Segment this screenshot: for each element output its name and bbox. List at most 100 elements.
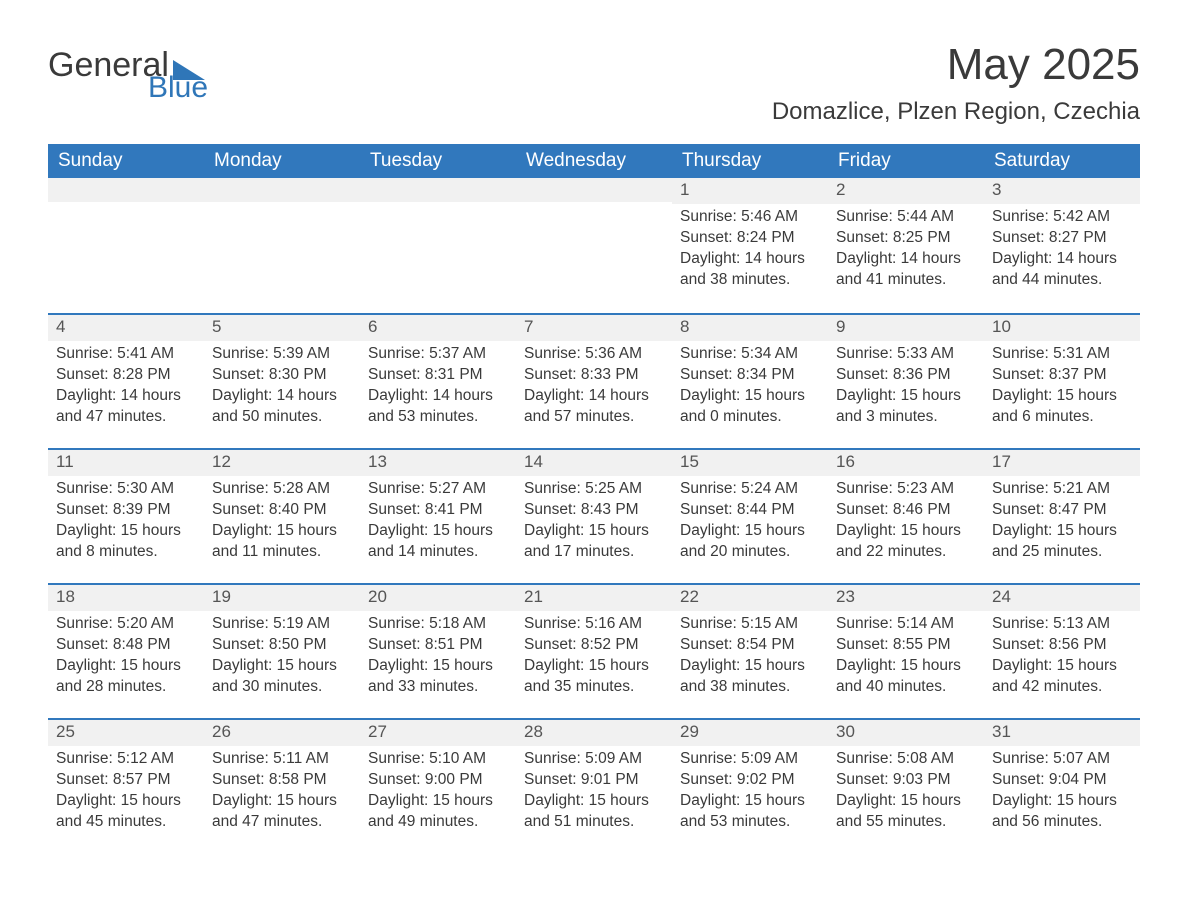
sunrise-line: Sunrise: 5:09 AM (680, 749, 820, 770)
daylight-line: Daylight: 15 hours and 47 minutes. (212, 791, 352, 833)
calendar-cell: 18Sunrise: 5:20 AMSunset: 8:48 PMDayligh… (48, 583, 204, 718)
sunset-line: Sunset: 8:43 PM (524, 500, 664, 521)
day-number: 2 (828, 178, 984, 204)
sunset-line: Sunset: 8:30 PM (212, 365, 352, 386)
sunrise-line: Sunrise: 5:14 AM (836, 614, 976, 635)
day-cell: 2Sunrise: 5:44 AMSunset: 8:25 PMDaylight… (828, 178, 984, 297)
day-body: Sunrise: 5:15 AMSunset: 8:54 PMDaylight:… (672, 613, 828, 698)
sunrise-line: Sunrise: 5:09 AM (524, 749, 664, 770)
daylight-line: Daylight: 15 hours and 40 minutes. (836, 656, 976, 698)
day-cell: 30Sunrise: 5:08 AMSunset: 9:03 PMDayligh… (828, 718, 984, 839)
day-cell: 13Sunrise: 5:27 AMSunset: 8:41 PMDayligh… (360, 448, 516, 569)
sunset-line: Sunset: 8:51 PM (368, 635, 508, 656)
sunrise-line: Sunrise: 5:11 AM (212, 749, 352, 770)
day-cell: 8Sunrise: 5:34 AMSunset: 8:34 PMDaylight… (672, 313, 828, 434)
day-number: 19 (204, 583, 360, 611)
calendar-week-row: 11Sunrise: 5:30 AMSunset: 8:39 PMDayligh… (48, 448, 1140, 583)
calendar-cell (48, 178, 204, 313)
daylight-line: Daylight: 15 hours and 55 minutes. (836, 791, 976, 833)
sunrise-line: Sunrise: 5:44 AM (836, 207, 976, 228)
day-number: 18 (48, 583, 204, 611)
day-number: 28 (516, 718, 672, 746)
sunrise-line: Sunrise: 5:15 AM (680, 614, 820, 635)
day-cell: 1Sunrise: 5:46 AMSunset: 8:24 PMDaylight… (672, 178, 828, 297)
day-cell: 18Sunrise: 5:20 AMSunset: 8:48 PMDayligh… (48, 583, 204, 704)
day-body: Sunrise: 5:10 AMSunset: 9:00 PMDaylight:… (360, 748, 516, 833)
daylight-line: Daylight: 15 hours and 38 minutes. (680, 656, 820, 698)
daylight-line: Daylight: 15 hours and 22 minutes. (836, 521, 976, 563)
day-body: Sunrise: 5:18 AMSunset: 8:51 PMDaylight:… (360, 613, 516, 698)
day-cell: 23Sunrise: 5:14 AMSunset: 8:55 PMDayligh… (828, 583, 984, 704)
day-header: Tuesday (360, 144, 516, 178)
day-header: Monday (204, 144, 360, 178)
calendar-cell: 9Sunrise: 5:33 AMSunset: 8:36 PMDaylight… (828, 313, 984, 448)
day-body: Sunrise: 5:07 AMSunset: 9:04 PMDaylight:… (984, 748, 1140, 833)
calendar-cell: 3Sunrise: 5:42 AMSunset: 8:27 PMDaylight… (984, 178, 1140, 313)
day-body: Sunrise: 5:25 AMSunset: 8:43 PMDaylight:… (516, 478, 672, 563)
daylight-line: Daylight: 15 hours and 56 minutes. (992, 791, 1132, 833)
sunrise-line: Sunrise: 5:10 AM (368, 749, 508, 770)
calendar-cell (204, 178, 360, 313)
day-number-row-empty (516, 178, 672, 202)
sunrise-line: Sunrise: 5:37 AM (368, 344, 508, 365)
calendar-cell: 26 Sunrise: 5:11 AMSunset: 8:58 PMDayligh… (204, 718, 360, 853)
page-title: May 2025 (772, 40, 1140, 90)
daylight-line: Daylight: 15 hours and 6 minutes. (992, 386, 1132, 428)
sunset-line: Sunset: 8:41 PM (368, 500, 508, 521)
daylight-line: Daylight: 15 hours and 51 minutes. (524, 791, 664, 833)
day-cell: 29Sunrise: 5:09 AMSunset: 9:02 PMDayligh… (672, 718, 828, 839)
day-cell: 28Sunrise: 5:09 AMSunset: 9:01 PMDayligh… (516, 718, 672, 839)
day-cell: 16 Sunrise: 5:23 AMSunset: 8:46 PMDayligh… (828, 448, 984, 569)
day-number: 25 (48, 718, 204, 746)
daylight-line: Daylight: 14 hours and 44 minutes. (992, 249, 1132, 291)
daylight-line: Daylight: 15 hours and 17 minutes. (524, 521, 664, 563)
day-number: 4 (48, 313, 204, 341)
daylight-line: Daylight: 14 hours and 47 minutes. (56, 386, 196, 428)
page-subtitle: Domazlice, Plzen Region, Czechia (772, 98, 1140, 126)
brand-logo: General Blue (48, 48, 208, 100)
day-number: 17 (984, 448, 1140, 476)
sunset-line: Sunset: 8:50 PM (212, 635, 352, 656)
sunrise-line: Sunrise: 5:24 AM (680, 479, 820, 500)
day-body: Sunrise: 5:44 AMSunset: 8:25 PMDaylight:… (828, 206, 984, 291)
day-body: Sunrise: 5:09 AMSunset: 9:01 PMDaylight:… (516, 748, 672, 833)
calendar-cell: 19Sunrise: 5:19 AMSunset: 8:50 PMDayligh… (204, 583, 360, 718)
calendar-cell: 2Sunrise: 5:44 AMSunset: 8:25 PMDaylight… (828, 178, 984, 313)
calendar-cell: 28Sunrise: 5:09 AMSunset: 9:01 PMDayligh… (516, 718, 672, 853)
day-cell: 20Sunrise: 5:18 AMSunset: 8:51 PMDayligh… (360, 583, 516, 704)
day-number: 27 (360, 718, 516, 746)
sunset-line: Sunset: 9:01 PM (524, 770, 664, 791)
sunrise-line: Sunrise: 5:41 AM (56, 344, 196, 365)
sunset-line: Sunset: 8:40 PM (212, 500, 352, 521)
day-number: 16 (828, 448, 984, 476)
day-number: 26 (204, 718, 360, 746)
day-cell: 26 Sunrise: 5:11 AMSunset: 8:58 PMDayligh… (204, 718, 360, 839)
day-cell: 24Sunrise: 5:13 AMSunset: 8:56 PMDayligh… (984, 583, 1140, 704)
day-number: 20 (360, 583, 516, 611)
calendar-cell: 10Sunrise: 5:31 AMSunset: 8:37 PMDayligh… (984, 313, 1140, 448)
day-body: Sunrise: 5:34 AMSunset: 8:34 PMDaylight:… (672, 343, 828, 428)
sunset-line: Sunset: 8:58 PM (212, 770, 352, 791)
day-number: 13 (360, 448, 516, 476)
calendar-cell: 25Sunrise: 5:12 AMSunset: 8:57 PMDayligh… (48, 718, 204, 853)
page-header: General Blue May 2025 Domazlice, Plzen R… (48, 40, 1140, 126)
sunset-line: Sunset: 8:25 PM (836, 228, 976, 249)
day-number: 7 (516, 313, 672, 341)
day-body: Sunrise: 5:30 AMSunset: 8:39 PMDaylight:… (48, 478, 204, 563)
day-cell: 15Sunrise: 5:24 AMSunset: 8:44 PMDayligh… (672, 448, 828, 569)
sunset-line: Sunset: 8:46 PM (836, 500, 976, 521)
calendar-body: 1Sunrise: 5:46 AMSunset: 8:24 PMDaylight… (48, 178, 1140, 853)
sunrise-line: Sunrise: 5:16 AM (524, 614, 664, 635)
sunrise-line: Sunrise: 5:23 AM (836, 479, 976, 500)
calendar-cell: 11Sunrise: 5:30 AMSunset: 8:39 PMDayligh… (48, 448, 204, 583)
day-body: Sunrise: 5:08 AMSunset: 9:03 PMDaylight:… (828, 748, 984, 833)
sunset-line: Sunset: 8:54 PM (680, 635, 820, 656)
calendar-cell: 15Sunrise: 5:24 AMSunset: 8:44 PMDayligh… (672, 448, 828, 583)
sunrise-line: Sunrise: 5:39 AM (212, 344, 352, 365)
day-cell: 12Sunrise: 5:28 AMSunset: 8:40 PMDayligh… (204, 448, 360, 569)
calendar-cell: 20Sunrise: 5:18 AMSunset: 8:51 PMDayligh… (360, 583, 516, 718)
day-body: Sunrise: 5:37 AMSunset: 8:31 PMDaylight:… (360, 343, 516, 428)
calendar-cell: 31Sunrise: 5:07 AMSunset: 9:04 PMDayligh… (984, 718, 1140, 853)
day-body: Sunrise: 5:13 AMSunset: 8:56 PMDaylight:… (984, 613, 1140, 698)
sunset-line: Sunset: 8:24 PM (680, 228, 820, 249)
